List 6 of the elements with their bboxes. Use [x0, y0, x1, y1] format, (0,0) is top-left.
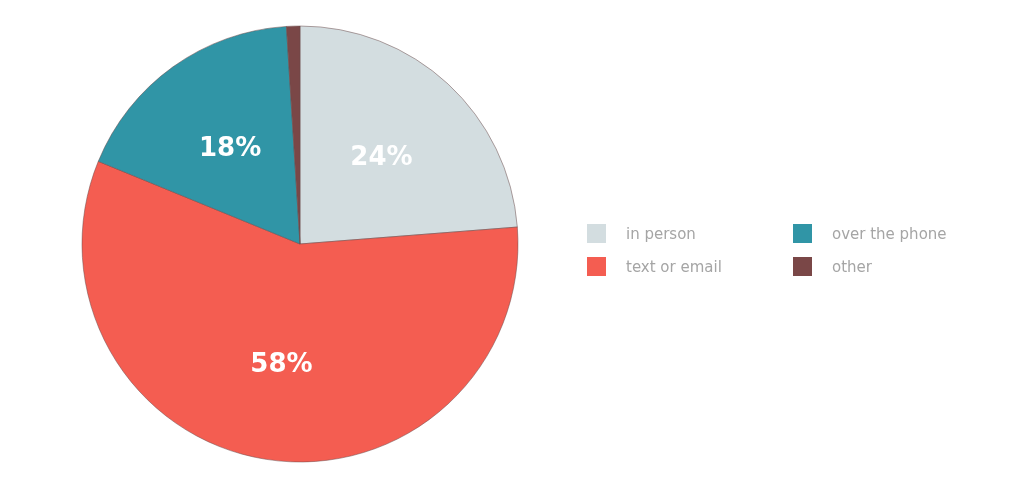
legend-label: in person: [626, 225, 696, 243]
data-label: 18%: [199, 131, 262, 162]
data-label: 58%: [250, 347, 313, 378]
legend-label: text or email: [626, 258, 722, 276]
legend-label: other: [832, 258, 873, 276]
legend-label: over the phone: [832, 225, 947, 243]
